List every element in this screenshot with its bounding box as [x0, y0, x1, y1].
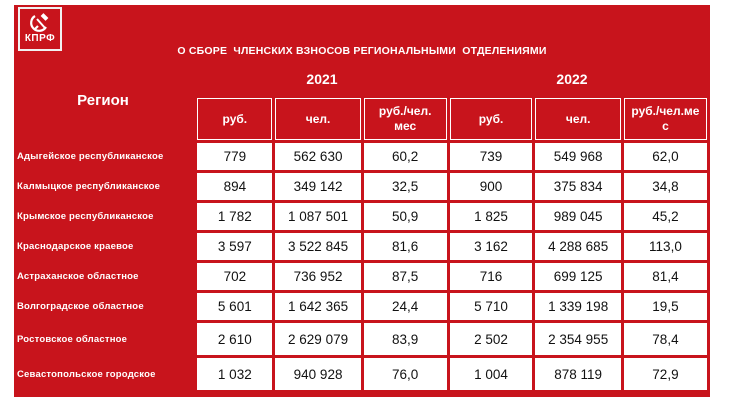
table-cell: 81,4 [623, 263, 707, 290]
logo-text: КПРФ [24, 33, 56, 44]
table-cell: 900 [449, 173, 533, 200]
table-cell: 699 125 [535, 263, 621, 290]
table-cell: 3 522 845 [275, 233, 361, 260]
table-cell: 989 045 [535, 203, 621, 230]
header-spacer [17, 98, 194, 140]
table-cell: 562 630 [275, 143, 361, 170]
region-name: Адыгейское республиканское [17, 151, 164, 162]
table-cell: 87,5 [363, 263, 447, 290]
table-row: Краснодарское краевое 3 597 3 522 845 81… [17, 233, 707, 260]
region-name: Краснодарское краевое [17, 241, 134, 252]
table-cell: 736 952 [275, 263, 361, 290]
column-header-label: руб./чел. мес [378, 104, 432, 133]
table-cell: 940 928 [275, 358, 361, 390]
page-title: О СБОРЕ ЧЛЕНСКИХ ВЗНОСОВ РЕГИОНАЛЬНЫМИ О… [177, 45, 547, 57]
table-cell: 375 834 [535, 173, 621, 200]
table-cell: 76,0 [363, 358, 447, 390]
table-row: Крымское республиканское 1 782 1 087 501… [17, 203, 707, 230]
table-cell: 549 968 [535, 143, 621, 170]
column-header-rub-per-person-2022: руб./чел.ме с [623, 98, 707, 140]
table-cell: 716 [449, 263, 533, 290]
party-logo: КПРФ [18, 7, 62, 51]
table-cell: 2 629 079 [275, 323, 361, 355]
table-cell: 3 162 [449, 233, 533, 260]
region-column-header: Регион [77, 92, 129, 109]
year-2022-header: 2022 [556, 71, 588, 87]
region-name: Ростовское областное [17, 333, 128, 345]
table-cell: 894 [197, 173, 273, 200]
region-name: Севастопольское городское [17, 368, 156, 380]
column-header-rub-per-person-2021: руб./чел. мес [363, 98, 447, 140]
table-cell: 81,6 [363, 233, 447, 260]
table-cell: 60,2 [363, 143, 447, 170]
contributions-table: руб. чел. руб./чел. мес руб. чел. руб./ч… [14, 95, 710, 393]
table-cell: 113,0 [623, 233, 707, 260]
column-header-label: руб./чел.ме с [631, 104, 700, 133]
region-name: Волгоградское областное [17, 301, 144, 312]
table-row: Адыгейское республиканское 779 562 630 6… [17, 143, 707, 170]
table-row: Волгоградское областное 5 601 1 642 365 … [17, 293, 707, 320]
table-cell: 878 119 [535, 358, 621, 390]
table-panel: КПРФ О СБОРЕ ЧЛЕНСКИХ ВЗНОСОВ РЕГИОНАЛЬН… [14, 5, 710, 397]
column-header-people-2021: чел. [275, 98, 361, 140]
year-2021-header: 2021 [306, 71, 338, 87]
table-row: Астраханское областное 702 736 952 87,5 … [17, 263, 707, 290]
table-cell: 1 004 [449, 358, 533, 390]
column-header-row: руб. чел. руб./чел. мес руб. чел. руб./ч… [17, 98, 707, 140]
table-cell: 349 142 [275, 173, 361, 200]
table-cell: 62,0 [623, 143, 707, 170]
region-name: Калмыцкое республиканское [17, 181, 161, 192]
table-row: Севастопольское городское 1 032 940 928 … [17, 358, 707, 390]
column-header-rub-2021: руб. [197, 98, 273, 140]
table-cell: 1 782 [197, 203, 273, 230]
table-cell: 1 339 198 [535, 293, 621, 320]
table-cell: 702 [197, 263, 273, 290]
region-name: Астраханское областное [17, 271, 139, 282]
table-cell: 2 354 955 [535, 323, 621, 355]
region-name: Крымское республиканское [17, 211, 154, 222]
table-cell: 2 502 [449, 323, 533, 355]
table-cell: 34,8 [623, 173, 707, 200]
table-cell: 4 288 685 [535, 233, 621, 260]
table-cell: 5 601 [197, 293, 273, 320]
table-cell: 779 [197, 143, 273, 170]
table-cell: 5 710 [449, 293, 533, 320]
table-cell: 19,5 [623, 293, 707, 320]
table-cell: 83,9 [363, 323, 447, 355]
table-cell: 45,2 [623, 203, 707, 230]
table-cell: 1 032 [197, 358, 273, 390]
table-cell: 739 [449, 143, 533, 170]
table-cell: 32,5 [363, 173, 447, 200]
table-row: Калмыцкое республиканское 894 349 142 32… [17, 173, 707, 200]
hammer-and-sickle-icon [30, 13, 49, 32]
table-cell: 72,9 [623, 358, 707, 390]
table-cell: 1 825 [449, 203, 533, 230]
table-cell: 24,4 [363, 293, 447, 320]
column-header-people-2022: чел. [535, 98, 621, 140]
column-header-rub-2022: руб. [449, 98, 533, 140]
table-row: Ростовское областное 2 610 2 629 079 83,… [17, 323, 707, 355]
table-cell: 78,4 [623, 323, 707, 355]
table-cell: 2 610 [197, 323, 273, 355]
table-cell: 50,9 [363, 203, 447, 230]
table-cell: 1 642 365 [275, 293, 361, 320]
table-cell: 3 597 [197, 233, 273, 260]
table-cell: 1 087 501 [275, 203, 361, 230]
